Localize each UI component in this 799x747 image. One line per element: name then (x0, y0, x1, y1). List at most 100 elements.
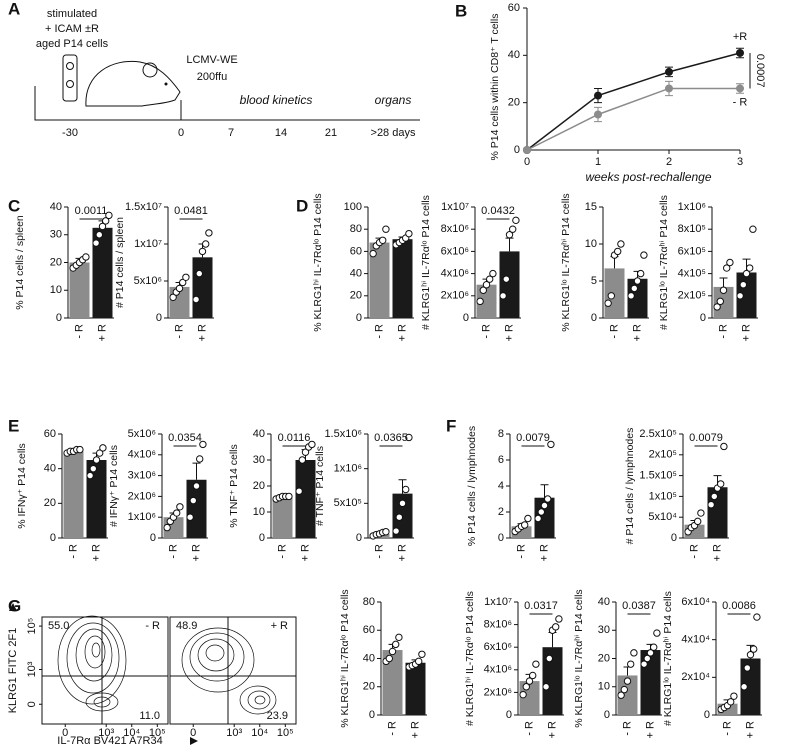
y-axis-label: % IFNγ⁺ P14 cells (16, 443, 28, 528)
y-tick-label: 1x10⁶ (334, 463, 362, 475)
timeline-label: -30 (62, 127, 78, 139)
data-point (308, 440, 316, 449)
y-tick-label: 4x10⁶ (128, 449, 156, 461)
data-point (92, 239, 100, 247)
data-point (753, 613, 761, 621)
y-axis-label: % P14 cells / lymphnodes (466, 426, 478, 546)
data-point (534, 514, 542, 523)
y-tick-label: 0 (604, 709, 610, 721)
quadrant-value: 11.0 (139, 710, 160, 722)
quadrant-value: 23.9 (267, 710, 288, 722)
y-tick-label: 6x10⁶ (441, 245, 469, 257)
timeline-label: 14 (275, 127, 287, 139)
panel-label: E (8, 416, 19, 435)
panel-label: D (296, 196, 308, 215)
data-point (727, 698, 735, 706)
data-point (617, 691, 625, 699)
x-tick-label: - R (386, 721, 398, 736)
data-point (665, 67, 673, 76)
y-tick-label: 0 (369, 709, 375, 721)
contour (85, 692, 119, 712)
y-axis-label: % TNF⁺ P14 cells (228, 444, 240, 528)
y-axis-label: % P14 cells within CD8⁺ T cells (489, 14, 501, 161)
data-point (710, 492, 718, 501)
data-point (630, 649, 638, 657)
data-point (99, 444, 107, 452)
x-tick-label: + R (740, 324, 752, 341)
y-tick-label: 5 (591, 275, 597, 287)
series-label: - R (733, 96, 748, 108)
tube (62, 54, 78, 102)
panel-label: C (8, 196, 20, 215)
p-value: 0.0365 (374, 432, 408, 444)
y-tick-label: 20 (598, 652, 610, 664)
timeline-label: 0 (178, 127, 184, 139)
data-point (643, 654, 651, 663)
data-point (617, 240, 625, 248)
y-tick-label: 2x10⁶ (128, 490, 156, 502)
bar (405, 662, 426, 715)
data-point (186, 513, 194, 521)
x-tick-label: + R (90, 544, 102, 561)
x-tick-label: + R (546, 721, 558, 738)
data-point (89, 464, 98, 473)
data-point (640, 660, 648, 668)
y-tick-label: 2 (498, 506, 504, 518)
x-tick-label: - R (167, 544, 179, 559)
p-value: 0.0086 (722, 600, 756, 612)
data-point (713, 303, 721, 311)
y-axis-label: # KLRG1ˡᵒ IL-7Rαʰⁱ P14 cells (658, 195, 670, 330)
cell-icon (66, 80, 74, 88)
data-point (398, 499, 407, 508)
data-point (630, 284, 638, 293)
y-tick-label: 1x10⁷ (441, 201, 469, 213)
injection-text: 200ffu (197, 71, 227, 83)
cell-icon (66, 62, 74, 70)
y-tick-label: 2x10⁵ (649, 449, 677, 461)
y-tick-label: 6x10⁴ (681, 596, 710, 608)
data-point (736, 84, 744, 93)
y-axis-label: # KLRG1ʰⁱ IL-7Rαˡᵒ P14 cells (464, 591, 476, 726)
contour (66, 622, 120, 694)
y-tick-label: 8x10⁶ (441, 223, 469, 235)
y-tick-label: 80 (363, 596, 375, 608)
data-point (173, 509, 181, 517)
x-tick-label: 10³ (98, 727, 114, 739)
timeline-label: 7 (228, 127, 234, 139)
y-axis-label: % KLRG1ˡᵒ IL-7Rαʰⁱ P14 cells (573, 589, 585, 727)
bar (707, 487, 728, 538)
y-axis-label: % KLRG1ˡᵒ IL-7Rαʰⁱ P14 cells (560, 193, 572, 331)
bar (295, 460, 316, 538)
y-tick-label: 40 (598, 596, 610, 608)
flow-contours (9, 603, 296, 745)
x-tick-label: 2 (666, 156, 672, 168)
data-point (405, 229, 413, 238)
data-point (205, 229, 213, 237)
data-point (555, 615, 563, 623)
contour (189, 632, 245, 682)
data-point (726, 258, 734, 267)
bar (86, 460, 107, 538)
p-value: 0.0079 (689, 432, 723, 444)
axis-line (526, 8, 740, 151)
data-point (382, 528, 390, 536)
data-point (720, 442, 728, 451)
y-tick-label: 20 (50, 256, 62, 268)
p-value: 0.0007 (754, 54, 766, 88)
y-tick-label: 60 (508, 2, 520, 14)
y-tick-label: 0 (26, 701, 38, 707)
y-tick-label: 1x10⁶ (128, 511, 156, 523)
y-tick-label: 0 (156, 312, 162, 324)
x-tick-label: 0 (524, 156, 530, 168)
y-axis-label: # KLRG1ʰⁱ IL-7Rαˡᵒ P14 cells (420, 195, 432, 330)
y-tick-label: 4 (498, 480, 504, 492)
y-tick-label: 0 (498, 532, 504, 544)
x-tick-label: + R (503, 324, 515, 341)
data-point (746, 651, 755, 659)
contour (254, 695, 266, 705)
data-point (522, 683, 530, 691)
y-tick-label: 20 (508, 97, 520, 109)
y-tick-label: 0 (356, 312, 362, 324)
x-tick-label: 0 (190, 727, 196, 739)
x-tick-label: - R (276, 544, 288, 559)
